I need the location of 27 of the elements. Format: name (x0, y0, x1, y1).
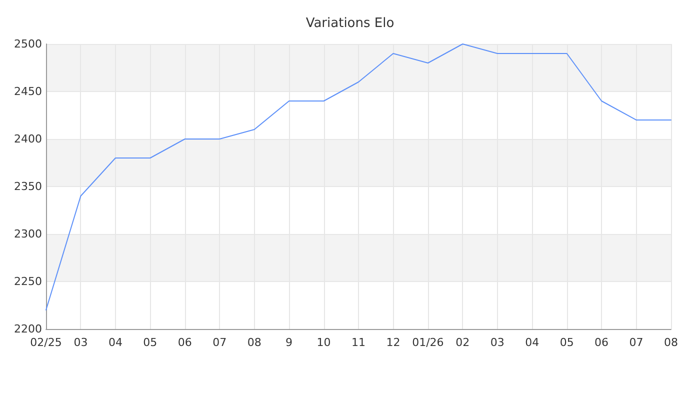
y-tick-label: 2300 (14, 228, 42, 240)
y-tick-label: 2450 (14, 85, 42, 98)
x-tick-label: 07 (212, 336, 227, 349)
y-tick-label: 2400 (14, 132, 42, 146)
x-tick-label: 02 (456, 336, 470, 349)
chart-title: Variations Elo (306, 16, 394, 31)
x-tick-label: 03 (490, 336, 504, 349)
x-tick-label: 12 (386, 336, 400, 349)
x-tick-label: 08 (247, 336, 262, 349)
y-tick-label: 2500 (14, 38, 42, 50)
x-tick-label: 10 (316, 336, 331, 349)
x-tick-label: 03 (74, 336, 88, 349)
y-tick-label: 2200 (14, 322, 42, 336)
x-tick-label: 05 (560, 336, 574, 349)
x-tick-label: 04 (108, 336, 122, 349)
x-tick-label: 11 (352, 336, 366, 349)
x-tick-label: 9 (286, 336, 293, 349)
x-tick-label: 07 (629, 336, 644, 349)
x-tick-label: 06 (178, 336, 192, 349)
x-tick-label: 05 (143, 336, 158, 349)
y-tick-label: 2250 (14, 275, 42, 288)
y-tick-label: 2350 (14, 180, 42, 193)
x-tick-label: 06 (594, 336, 609, 349)
x-tick-label: 01/26 (412, 336, 444, 349)
x-tick-label: 02/25 (30, 336, 62, 349)
x-tick-label: 04 (525, 336, 540, 349)
x-tick-label: 08 (664, 336, 678, 349)
